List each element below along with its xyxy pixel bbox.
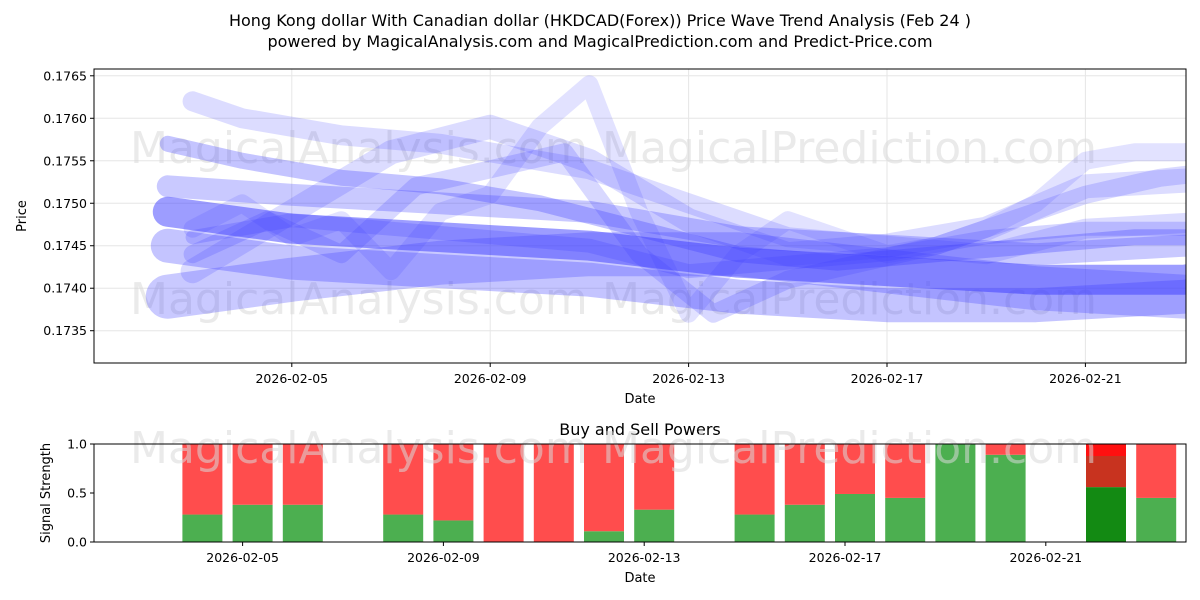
sell-bar (634, 444, 675, 510)
price-y-tick-label: 0.1740 (43, 281, 87, 296)
signal-x-tick-label: 2026-02-09 (407, 550, 480, 565)
price-x-tick-label: 2026-02-17 (851, 371, 924, 386)
buy-bar (232, 504, 273, 542)
buy-bar (282, 504, 323, 542)
wave-line-4 (159, 135, 1186, 271)
sell-bar (182, 444, 223, 515)
signal-y-tick-label: 0.0 (67, 535, 87, 550)
price-grid (94, 69, 1186, 363)
signal-x-tick-label: 2026-02-21 (1009, 550, 1082, 565)
wave-line-10 (185, 213, 1186, 279)
sell-bar (734, 444, 775, 515)
sell-bar (584, 444, 624, 532)
buy-bar (885, 497, 926, 542)
price-y-tick-label: 0.1745 (43, 238, 87, 253)
buy-bar (835, 493, 875, 542)
sell-bar (433, 444, 474, 521)
price-y-ticks: 0.1735 0.1740 0.1745 0.1750 0.1755 0.1760 0.17… (43, 68, 94, 338)
signal-x-tick-label: 2026-02-13 (608, 550, 681, 565)
watermark-top-left: MagicalAnalysis.com (130, 123, 588, 174)
price-y-tick-label: 0.1760 (43, 111, 87, 126)
signal-y-ticks: 0.0 0.5 1.0 (67, 437, 94, 550)
watermark-bottom-left: MagicalAnalysis.com (130, 423, 588, 474)
sell-bar (1136, 444, 1177, 498)
watermark-mid-left: MagicalAnalysis.com (130, 274, 588, 325)
signal-x-label: Date (624, 571, 655, 586)
sell-bar (483, 444, 524, 542)
buy-bar (182, 514, 223, 542)
sell-bar (985, 444, 1026, 455)
price-wave-panel: MagicalAnalysis.com MagicalPrediction.co… (15, 68, 1187, 407)
watermark-top-right: MagicalPrediction.com (602, 123, 1097, 174)
price-y-tick-label: 0.1755 (43, 153, 87, 168)
buy-bar (784, 504, 825, 542)
price-y-label: Price (15, 200, 30, 232)
buy-bar (383, 514, 424, 542)
buy-bar (433, 520, 474, 542)
watermark-bottom-right: MagicalPrediction.com (602, 423, 1097, 474)
wave-line-3 (156, 175, 1186, 266)
buy-sell-bars (182, 444, 1177, 542)
sell-bar (282, 444, 323, 505)
signal-y-tick-label: 0.5 (67, 486, 87, 501)
figure-title: Hong Kong dollar With Canadian dollar (H… (229, 11, 971, 30)
price-x-tick-label: 2026-02-09 (454, 371, 527, 386)
sell-bar (383, 444, 424, 515)
wave-line-2 (150, 228, 1186, 323)
buy-sell-panel: Buy and Sell Powers MagicalAnalysis.com … (39, 420, 1187, 586)
buy-bar (634, 509, 675, 542)
buy-bar (935, 444, 976, 542)
sell-bar (784, 444, 825, 505)
figure-subtitle: powered by MagicalAnalysis.com and Magic… (267, 32, 932, 51)
price-x-label: Date (624, 392, 655, 407)
sell-bar (885, 444, 926, 498)
buy-sell-title: Buy and Sell Powers (559, 420, 721, 439)
buy-bar (584, 531, 624, 542)
price-x-ticks: 2026-02-05 2026-02-09 2026-02-13 2026-02-17… (255, 363, 1122, 386)
price-x-tick-label: 2026-02-13 (652, 371, 725, 386)
price-y-tick-label: 0.1735 (43, 323, 87, 338)
signal-x-tick-label: 2026-02-17 (809, 550, 882, 565)
wave-line-7 (183, 143, 1186, 323)
sell-bar-top (1086, 444, 1126, 456)
wave-line-6 (180, 114, 1186, 284)
signal-y-label: Signal Strength (39, 443, 54, 543)
price-x-tick-label: 2026-02-21 (1049, 371, 1122, 386)
price-y-tick-label: 0.1765 (43, 68, 87, 83)
buy-bar (1136, 497, 1177, 542)
price-axes-frame (93, 68, 1187, 364)
signal-y-tick-label: 1.0 (67, 437, 87, 452)
price-y-tick-label: 0.1750 (43, 196, 87, 211)
buy-bar (1086, 487, 1126, 542)
sell-bar (232, 444, 273, 505)
signal-x-ticks: 2026-02-05 2026-02-09 2026-02-13 2026-02-17… (206, 542, 1082, 565)
wave-series-group (145, 75, 1186, 323)
wave-line-5 (182, 91, 1186, 265)
signal-x-tick-label: 2026-02-05 (206, 550, 279, 565)
buy-bar (734, 514, 775, 542)
sell-bar (533, 444, 574, 542)
sell-bar (835, 444, 875, 494)
wave-line-8 (183, 75, 1186, 323)
buy-bar (985, 454, 1026, 542)
wave-line-1 (152, 196, 1186, 295)
wave-line-9 (145, 232, 1186, 319)
price-x-tick-label: 2026-02-05 (255, 371, 328, 386)
